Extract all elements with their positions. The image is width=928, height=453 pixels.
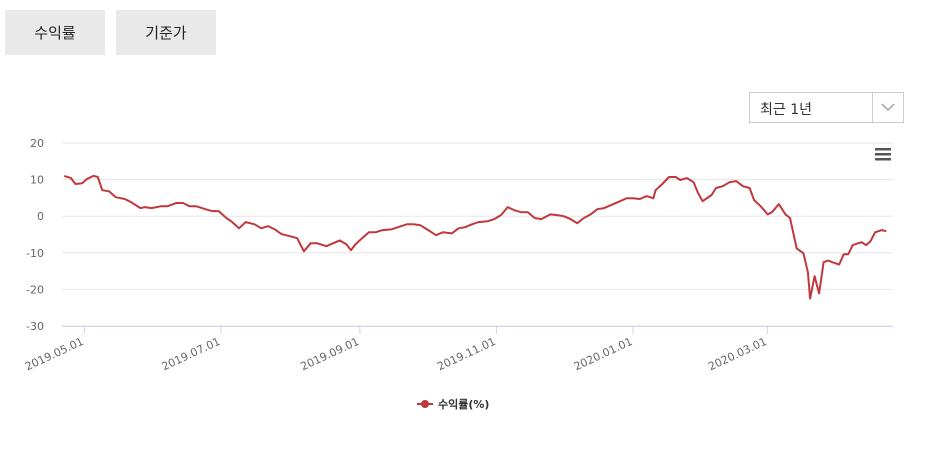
y-tick-label: 10 [30,174,44,187]
legend-label: 수익률(%) [438,398,489,411]
x-tick-label: 2019.05.01 [23,335,86,373]
tab[interactable]: 기준가 [116,10,216,55]
y-tick-label: 20 [30,137,44,150]
x-tick-label: 2019.07.01 [160,335,223,373]
y-tick-label: -20 [26,283,44,296]
legend-item[interactable]: 수익률(%) [417,398,489,411]
y-tick-label: -30 [26,320,44,333]
x-tick-label: 2019.09.01 [299,335,362,373]
select-label: 최근 1년 [760,102,812,118]
chevron [881,103,895,111]
period-select[interactable]: 최근 1년 [749,92,904,123]
menu-icon[interactable] [875,148,891,161]
y-tick-label: 0 [37,210,44,223]
x-tick-label: 2020.01.01 [572,335,635,373]
x-tick-label: 2019.11.01 [435,335,498,373]
select-divider [872,93,873,122]
tab[interactable]: 수익률 [5,10,105,55]
x-tick-label: 2020.03.01 [706,335,769,373]
legend-marker [421,400,429,408]
line-series [63,174,887,300]
y-tick-label: -10 [26,247,44,260]
